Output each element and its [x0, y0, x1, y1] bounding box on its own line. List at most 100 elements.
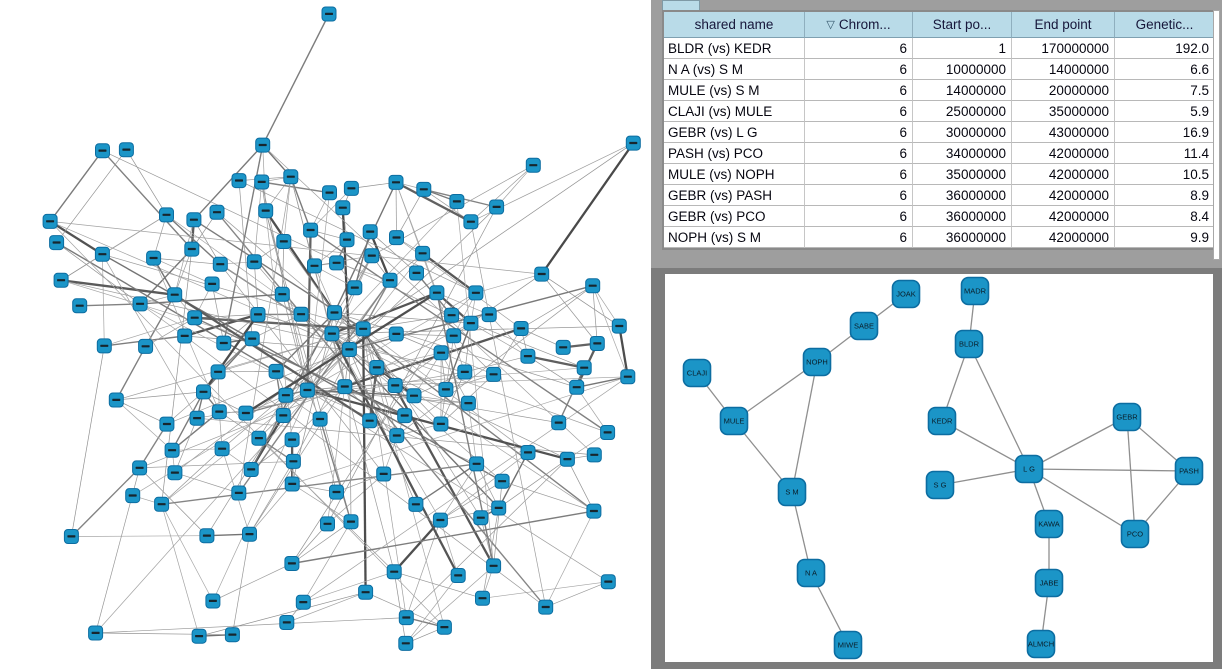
table-cell[interactable]: 10.5	[1115, 164, 1215, 185]
column-header-genetic[interactable]: Genetic...	[1115, 12, 1215, 38]
table-cell[interactable]: 36000000	[913, 185, 1012, 206]
node-shape[interactable]	[1034, 568, 1064, 598]
network-node[interactable]	[446, 328, 462, 344]
network-node[interactable]	[278, 387, 294, 403]
network-node[interactable]	[347, 280, 363, 296]
network-node[interactable]	[274, 286, 290, 302]
network-node[interactable]	[457, 364, 473, 380]
table-row[interactable]: PASH (vs) PCO 6 34000000 42000000 11.4	[664, 143, 1215, 164]
node-shape[interactable]	[849, 311, 879, 341]
network-node[interactable]	[463, 214, 479, 230]
table-cell[interactable]: 6	[805, 227, 913, 248]
network-node[interactable]	[569, 379, 585, 395]
main-network-canvas[interactable]	[0, 0, 651, 669]
table-cell[interactable]: GEBR (vs) PASH	[664, 185, 805, 206]
network-node[interactable]	[242, 526, 257, 542]
network-node[interactable]	[159, 207, 174, 223]
network-node[interactable]	[307, 258, 322, 274]
network-node[interactable]	[329, 255, 345, 271]
network-edge-pash-l-g[interactable]	[1028, 468, 1190, 472]
network-node[interactable]	[397, 408, 413, 424]
node-jabe[interactable]: JABE	[1034, 568, 1064, 598]
network-node[interactable]	[585, 278, 601, 294]
network-node[interactable]	[329, 484, 344, 500]
network-node[interactable]	[473, 510, 489, 526]
table-cell[interactable]: 35000000	[1012, 101, 1115, 122]
network-node[interactable]	[320, 516, 335, 532]
network-node[interactable]	[369, 360, 385, 375]
network-node[interactable]	[586, 503, 602, 519]
network-node[interactable]	[268, 363, 284, 379]
network-node[interactable]	[398, 610, 414, 626]
network-node[interactable]	[589, 336, 605, 351]
node-n-a[interactable]: N A	[796, 558, 826, 588]
network-node[interactable]	[303, 222, 319, 238]
network-node[interactable]	[433, 345, 449, 361]
network-node[interactable]	[295, 594, 311, 610]
network-node[interactable]	[494, 473, 510, 489]
table-cell[interactable]: CLAJI (vs) MULE	[664, 101, 805, 122]
table-scrollbar-track[interactable]	[1213, 10, 1220, 260]
table-cell[interactable]: 10000000	[913, 59, 1012, 80]
network-node[interactable]	[335, 200, 351, 216]
network-node[interactable]	[398, 635, 414, 651]
network-node[interactable]	[362, 413, 378, 429]
network-edge-noph-mule[interactable]	[733, 361, 818, 422]
network-node[interactable]	[337, 379, 353, 395]
network-node[interactable]	[600, 574, 616, 590]
network-node[interactable]	[238, 405, 254, 421]
table-cell[interactable]: 5.9	[1115, 101, 1215, 122]
node-shape[interactable]	[891, 279, 921, 309]
network-node[interactable]	[343, 180, 359, 196]
network-node[interactable]	[244, 331, 260, 347]
network-node[interactable]	[49, 235, 65, 251]
table-cell[interactable]: 8.9	[1115, 185, 1215, 206]
node-shape[interactable]	[925, 470, 955, 500]
network-node[interactable]	[191, 628, 207, 644]
table-cell[interactable]: 6	[805, 38, 913, 59]
network-node[interactable]	[389, 230, 404, 246]
network-node[interactable]	[94, 246, 110, 262]
table-cell[interactable]: 25000000	[913, 101, 1012, 122]
network-node[interactable]	[463, 315, 479, 331]
node-joak[interactable]: JOAK	[891, 279, 921, 309]
network-node[interactable]	[481, 307, 497, 323]
network-node[interactable]	[159, 416, 175, 432]
network-node[interactable]	[486, 366, 502, 382]
network-edge-kedr-l-g[interactable]	[941, 420, 1030, 470]
node-kedr[interactable]: KEDR	[927, 406, 957, 436]
main-network-view[interactable]	[0, 0, 651, 669]
network-node[interactable]	[42, 213, 58, 229]
table-cell[interactable]: 9.9	[1115, 227, 1215, 248]
node-shape[interactable]	[1174, 456, 1204, 486]
table-cell[interactable]: GEBR (vs) L G	[664, 122, 805, 143]
table-cell[interactable]: 6	[805, 101, 913, 122]
network-node[interactable]	[321, 6, 337, 22]
panel-tab[interactable]	[662, 0, 700, 10]
node-shape[interactable]	[1112, 402, 1142, 432]
network-node[interactable]	[364, 248, 380, 264]
network-node[interactable]	[154, 496, 170, 512]
table-cell[interactable]: 6	[805, 143, 913, 164]
network-node[interactable]	[513, 321, 529, 336]
network-node[interactable]	[534, 266, 550, 282]
network-node[interactable]	[146, 250, 162, 266]
table-cell[interactable]: N A (vs) S M	[664, 59, 805, 80]
network-node[interactable]	[387, 378, 403, 393]
node-shape[interactable]	[682, 358, 712, 388]
table-row[interactable]: GEBR (vs) L G 6 30000000 43000000 16.9	[664, 122, 1215, 143]
table-cell[interactable]: 6.6	[1115, 59, 1215, 80]
filter-icon[interactable]: ▽	[826, 18, 835, 31]
table-cell[interactable]: 43000000	[1012, 122, 1115, 143]
network-node[interactable]	[243, 462, 259, 477]
network-node[interactable]	[189, 410, 205, 426]
network-node[interactable]	[214, 441, 230, 457]
network-node[interactable]	[436, 619, 452, 635]
network-node[interactable]	[199, 528, 215, 544]
node-shape[interactable]	[927, 406, 957, 436]
table-cell[interactable]: 14000000	[913, 80, 1012, 101]
network-node[interactable]	[231, 485, 247, 501]
filtered-network-canvas[interactable]: JOAK SABE NOPH CLAJI MULE S M N A MIWE MADR BLDR K…	[665, 274, 1213, 662]
network-node[interactable]	[251, 430, 267, 446]
network-node[interactable]	[376, 466, 392, 482]
